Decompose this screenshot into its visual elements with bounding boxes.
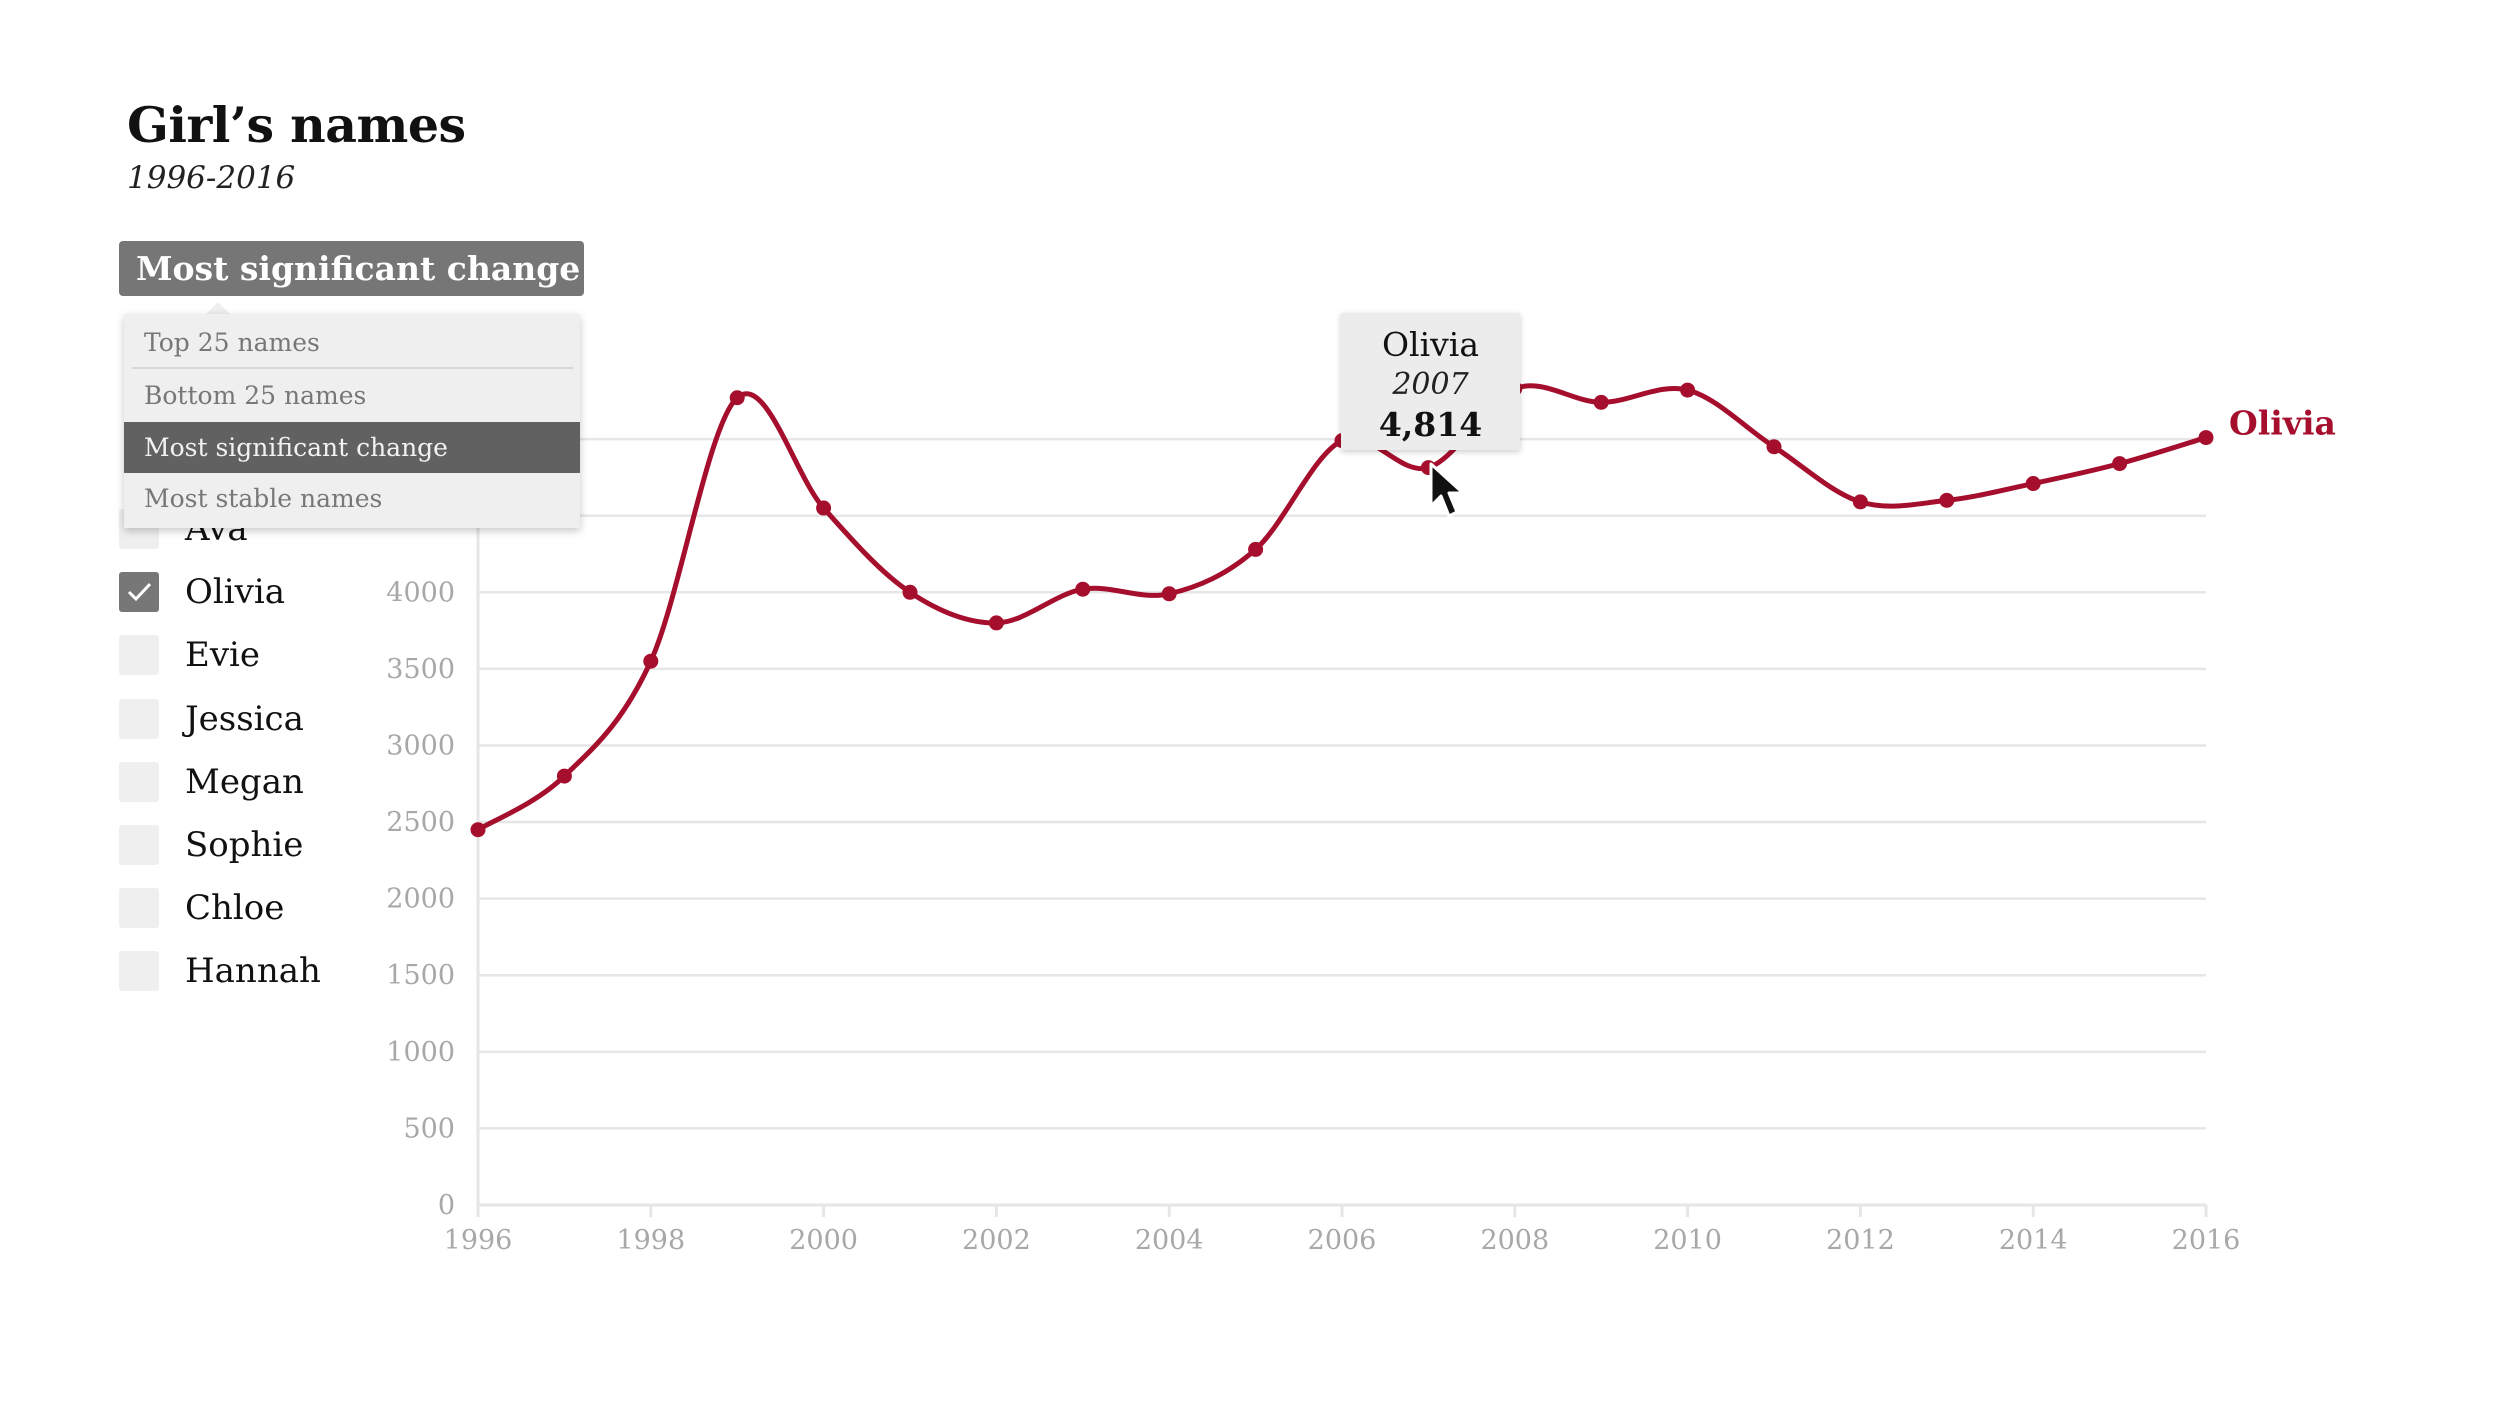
tooltip-year: 2007 <box>1392 367 1469 402</box>
data-point <box>643 653 659 669</box>
y-tick-label: 4000 <box>386 577 455 608</box>
data-point <box>1075 581 1091 597</box>
data-point <box>1161 586 1177 602</box>
name-label: Hannah <box>185 951 321 992</box>
x-tick-label: 2012 <box>1826 1225 1895 1256</box>
checkbox[interactable] <box>119 761 159 802</box>
name-item-chloe[interactable]: Chloe <box>119 886 284 930</box>
checkbox[interactable] <box>119 572 159 613</box>
checkbox[interactable] <box>119 635 159 676</box>
x-tick-label: 2002 <box>962 1225 1031 1256</box>
menu-option-most-stable[interactable]: Most stable names <box>144 484 383 513</box>
x-tick-label: 2006 <box>1308 1225 1377 1256</box>
name-item-jessica[interactable]: Jessica <box>119 697 304 741</box>
data-point <box>1766 439 1782 455</box>
data-point <box>1593 394 1609 410</box>
menu-option-most-significant-change[interactable]: Most significant change <box>124 422 580 473</box>
dropdown-caret <box>206 302 230 314</box>
data-point <box>556 768 572 784</box>
y-tick-label: 3500 <box>386 654 455 685</box>
name-item-hannah[interactable]: Hannah <box>119 949 321 993</box>
name-label: Sophie <box>185 825 304 865</box>
checkbox[interactable] <box>119 825 159 865</box>
chart-subtitle: 1996-2016 <box>127 160 296 196</box>
name-item-olivia[interactable]: Olivia <box>119 570 285 614</box>
y-tick-label: 2500 <box>386 807 455 838</box>
name-label: Megan <box>185 761 304 802</box>
checkbox[interactable] <box>119 951 159 992</box>
chart-title: Girl’s names <box>127 96 466 154</box>
data-point <box>2112 456 2128 472</box>
y-tick-label: 2000 <box>386 884 455 915</box>
cursor-icon <box>1429 462 1465 518</box>
data-point <box>470 822 486 838</box>
y-tick-label: 500 <box>403 1113 455 1144</box>
y-tick-label: 0 <box>438 1190 455 1221</box>
tooltip-series-name: Olivia <box>1381 325 1480 364</box>
checkbox[interactable] <box>119 698 159 739</box>
menu-option-top-25[interactable]: Top 25 names <box>144 328 320 357</box>
x-tick-label: 2000 <box>789 1225 858 1256</box>
data-point <box>902 584 918 600</box>
y-tick-label: 3000 <box>386 730 455 761</box>
dropdown-selected-label: Most significant change <box>136 249 581 288</box>
name-label: Chloe <box>185 888 285 929</box>
x-tick-label: 2016 <box>2172 1225 2241 1256</box>
data-point <box>729 390 745 406</box>
series-end-label: Olivia <box>2229 404 2336 443</box>
name-label: Jessica <box>185 698 304 739</box>
x-tick-label: 2004 <box>1135 1225 1204 1256</box>
data-point <box>988 615 1004 631</box>
y-tick-label: 1500 <box>386 960 455 991</box>
checkbox[interactable] <box>119 888 159 929</box>
tooltip-value: 4,814 <box>1378 405 1483 444</box>
series-line-olivia <box>476 383 2207 832</box>
data-point <box>2025 476 2041 492</box>
data-point <box>816 500 832 516</box>
data-point <box>2198 430 2214 446</box>
x-tick-label: 1998 <box>616 1225 685 1256</box>
data-point <box>1852 494 1868 510</box>
checkmark-icon <box>127 583 152 602</box>
data-point <box>1939 492 1955 508</box>
name-item-sophie[interactable]: Sophie <box>119 823 303 867</box>
x-tick-label: 2010 <box>1653 1225 1722 1256</box>
x-tick-label: 1996 <box>444 1225 513 1256</box>
chart-mode-dropdown[interactable]: Most significant change <box>119 241 584 296</box>
name-label: Olivia <box>185 572 285 613</box>
x-tick-label: 2008 <box>1480 1225 1549 1256</box>
menu-separator <box>132 367 573 369</box>
data-point <box>1248 541 1264 557</box>
data-point <box>1680 382 1696 398</box>
y-tick-label: 1000 <box>386 1037 455 1068</box>
menu-option-bottom-25[interactable]: Bottom 25 names <box>144 381 367 410</box>
name-item-evie[interactable]: Evie <box>119 633 260 677</box>
name-label: Evie <box>185 635 261 676</box>
dropdown-menu: Top 25 names Bottom 25 names Most signif… <box>124 314 580 528</box>
name-item-megan[interactable]: Megan <box>119 760 304 804</box>
x-tick-label: 2014 <box>1999 1225 2068 1256</box>
data-tooltip: Olivia 2007 4,814 <box>1341 313 1520 450</box>
